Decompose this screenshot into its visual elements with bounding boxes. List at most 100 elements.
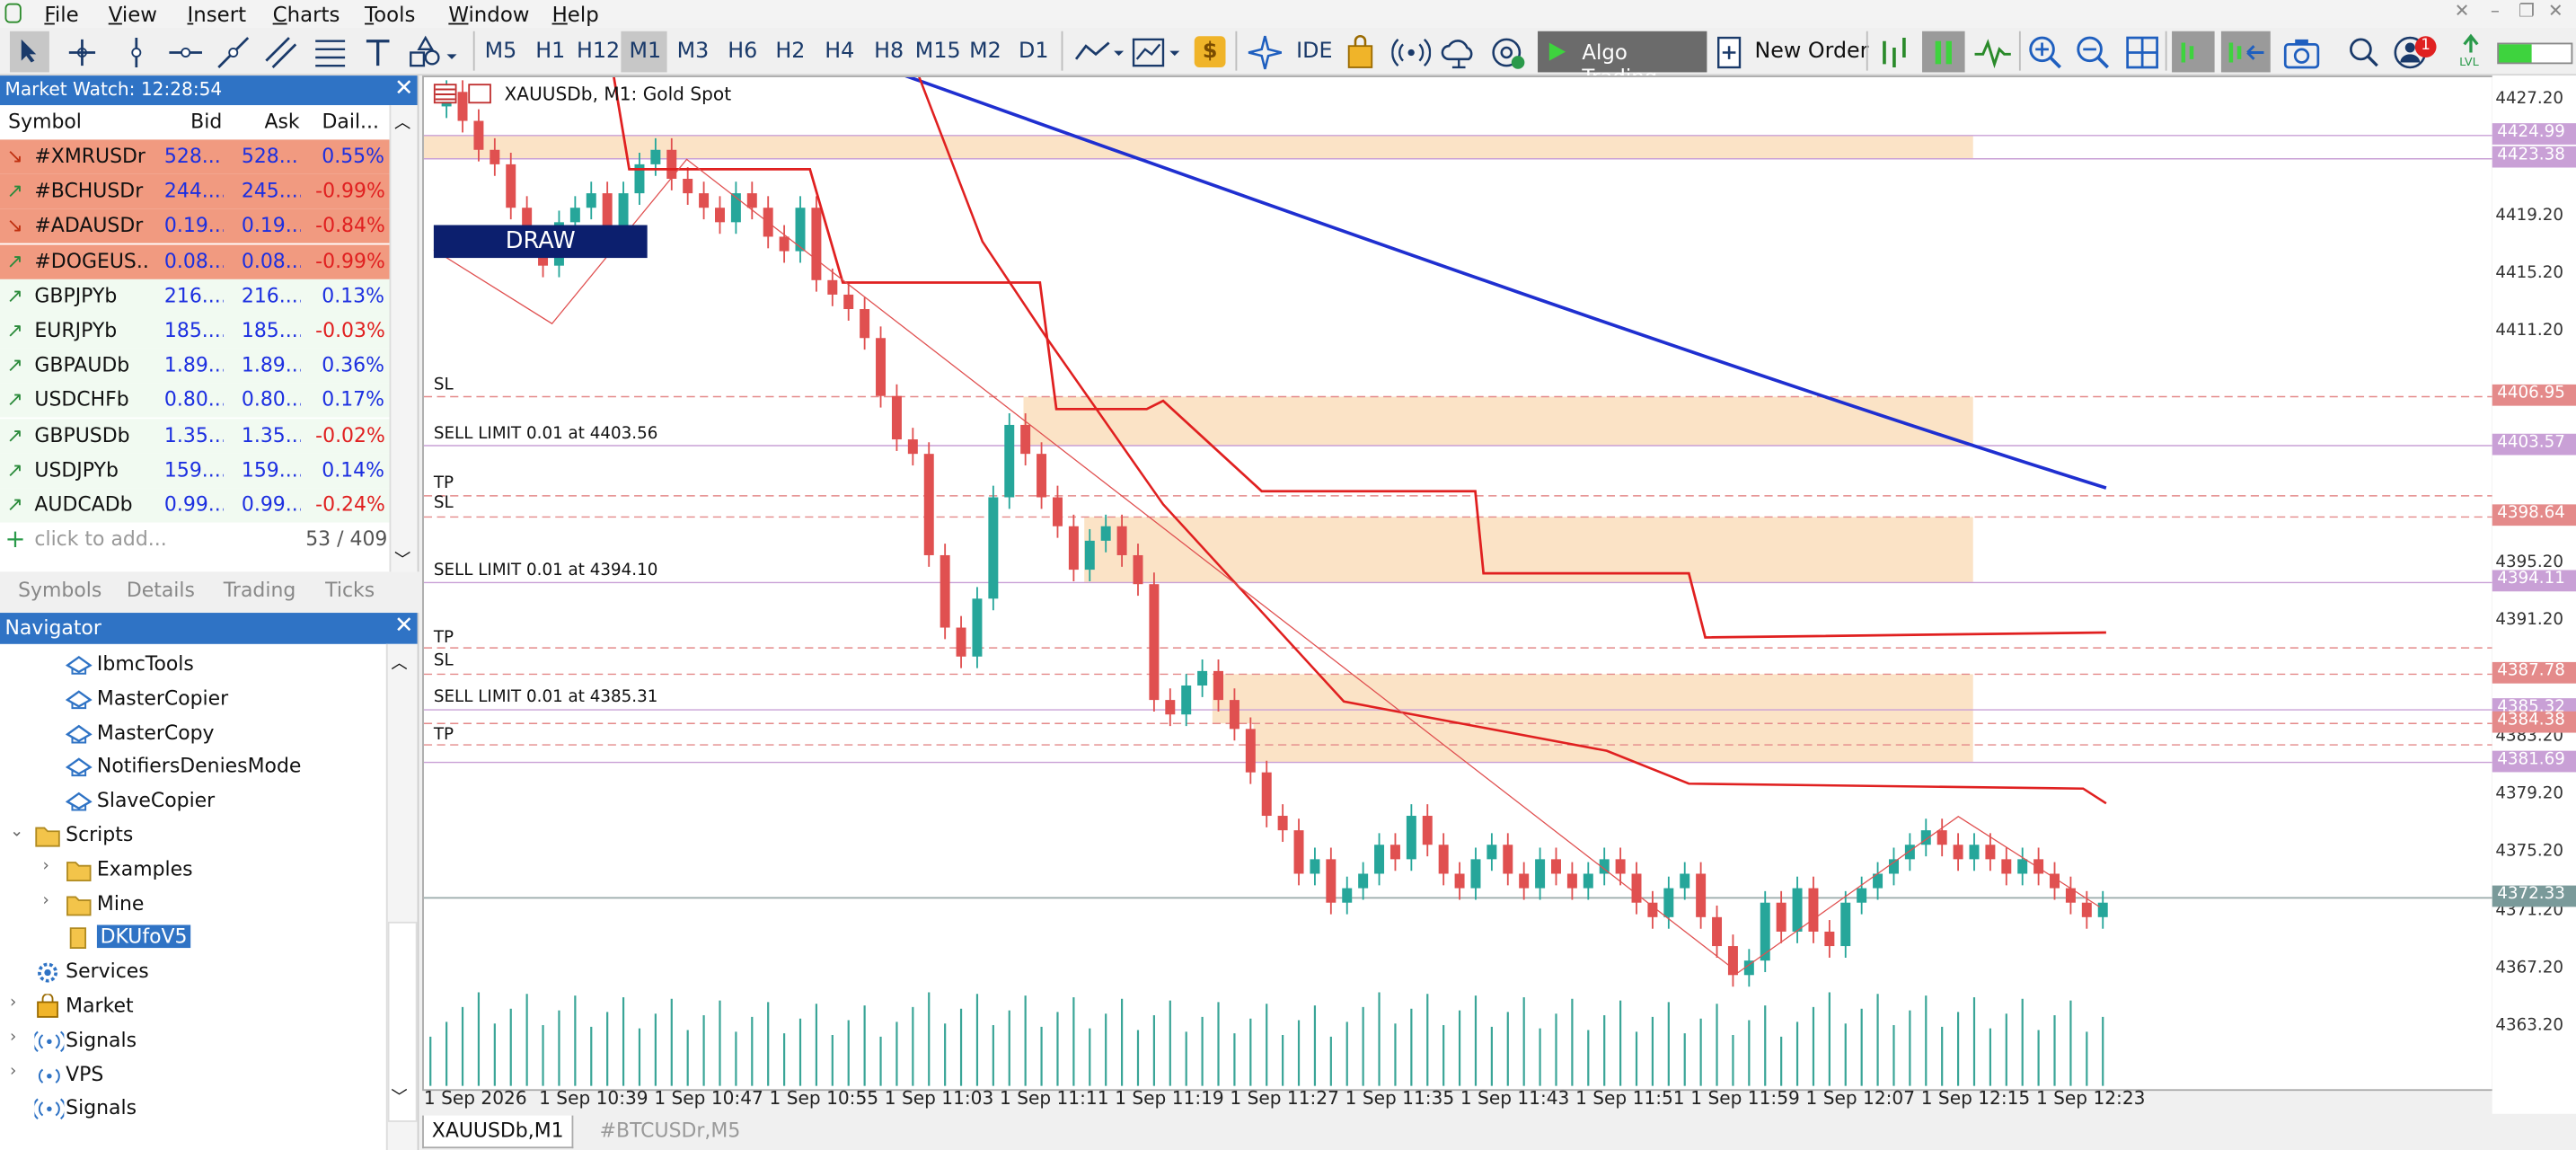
symbol-row[interactable]: ↗ GBPUSDb 1.35... 1.35... -0.02%: [0, 418, 390, 453]
menu-insert[interactable]: Insert: [187, 1, 247, 27]
chart-area[interactable]: XAUUSDb, M1: Gold Spot DRAW SL SELL LIMIT…: [422, 75, 2494, 1092]
notification-badge[interactable]: 1: [2414, 36, 2437, 58]
navigator-item[interactable]: ⌄ Scripts: [0, 819, 384, 853]
shapes-icon[interactable]: [408, 34, 461, 70]
level-icon[interactable]: [2456, 33, 2485, 73]
menu-charts[interactable]: Charts: [272, 1, 340, 27]
tile-windows-icon[interactable]: [2124, 34, 2160, 70]
chart-menu-icon[interactable]: [433, 84, 457, 104]
symbol-row[interactable]: ↘ #ADAUSDr 0.19... 0.19... -0.84%: [0, 208, 390, 244]
timeframe-m15[interactable]: M15: [914, 39, 961, 65]
trendline-icon[interactable]: [216, 34, 251, 70]
navigator-item[interactable]: Services: [0, 957, 384, 990]
column-bid[interactable]: Bid: [190, 110, 223, 134]
menu-file[interactable]: File: [44, 1, 79, 27]
indicators-icon[interactable]: [1130, 34, 1183, 70]
menu-view[interactable]: View: [108, 1, 157, 27]
order-label[interactable]: SELL LIMIT 0.01 at 4385.31: [433, 688, 658, 707]
depth-of-market-icon[interactable]: [1876, 34, 1912, 70]
menu-help[interactable]: Help: [551, 1, 599, 27]
timeframe-h12[interactable]: H12: [577, 39, 621, 65]
add-symbol-icon[interactable]: +: [4, 524, 26, 554]
navigator-item[interactable]: Signals: [0, 1093, 384, 1127]
order-label[interactable]: SL: [433, 376, 454, 394]
order-label[interactable]: SELL LIMIT 0.01 at 4394.10: [433, 562, 658, 580]
timeframe-m5[interactable]: M5: [484, 39, 517, 65]
navigator-item[interactable]: MasterCopier: [0, 683, 384, 716]
timeframe-h1[interactable]: H1: [535, 39, 566, 65]
symbol-row[interactable]: ↗ AUDCADb 0.99... 0.99... -0.24%: [0, 488, 390, 523]
new-order-icon[interactable]: [1716, 34, 1745, 70]
tab-trading[interactable]: Trading: [223, 578, 296, 602]
pin-icon[interactable]: ✕: [2454, 0, 2470, 22]
scroll-down-icon[interactable]: ﹀: [391, 1089, 408, 1108]
navigator-item[interactable]: › Market: [0, 991, 384, 1024]
menu-tools[interactable]: Tools: [365, 1, 416, 27]
signals-icon[interactable]: [1391, 34, 1432, 70]
dollar-icon[interactable]: $: [1194, 36, 1226, 67]
ai-sparkle-icon[interactable]: [1245, 33, 1284, 73]
pause-button[interactable]: [1922, 31, 1965, 73]
symbol-row[interactable]: ↗ GBPAUDb 1.89... 1.89... 0.36%: [0, 348, 390, 384]
timeframe-h4[interactable]: H4: [825, 39, 855, 65]
chart-window-icon[interactable]: [468, 84, 491, 104]
close-icon[interactable]: ✕: [2547, 0, 2563, 22]
timeframe-d1[interactable]: D1: [1019, 39, 1049, 65]
order-label[interactable]: TP: [433, 726, 454, 745]
navigator-item[interactable]: MasterCopy: [0, 717, 384, 750]
navigator-item[interactable]: DKUfoV5: [0, 923, 384, 956]
fibonacci-icon[interactable]: [313, 36, 348, 69]
navigator-item[interactable]: › Examples: [0, 854, 384, 887]
timeframe-m2[interactable]: M2: [969, 39, 1001, 65]
timeframe-h8[interactable]: H8: [874, 39, 904, 65]
expand-closed-icon[interactable]: ›: [42, 857, 49, 876]
tab-ticks[interactable]: Ticks: [325, 578, 375, 602]
chart-tab-xauusd[interactable]: XAUUSDb,M1: [422, 1115, 574, 1149]
market-bag-icon[interactable]: [1344, 34, 1377, 70]
close-icon[interactable]: ✕: [393, 75, 414, 102]
horizontal-line-icon[interactable]: [168, 36, 204, 69]
order-label[interactable]: TP: [433, 629, 454, 648]
channel-icon[interactable]: [263, 34, 299, 70]
price-chart[interactable]: [423, 76, 2492, 1089]
text-tool-icon[interactable]: [363, 36, 393, 69]
navigator-item[interactable]: › VPS: [0, 1059, 384, 1092]
expand-closed-icon[interactable]: ›: [42, 891, 49, 910]
price-axis[interactable]: [2492, 75, 2576, 1114]
navigator-item[interactable]: SlaveCopier: [0, 785, 384, 818]
close-icon[interactable]: ✕: [393, 613, 414, 640]
symbol-row[interactable]: ↗ GBPJPYb 216.... 216.... 0.13%: [0, 279, 390, 314]
scroll-up-icon[interactable]: ︿: [393, 114, 411, 134]
expand-closed-icon[interactable]: ›: [9, 1028, 17, 1047]
vertical-line-icon[interactable]: [125, 36, 148, 69]
symbol-row[interactable]: ↗ EURJPYb 185.... 185.... -0.03%: [0, 314, 390, 349]
order-label[interactable]: SELL LIMIT 0.01 at 4403.56: [433, 425, 658, 444]
restore-icon[interactable]: ❐: [2518, 0, 2536, 22]
search-icon[interactable]: [2348, 36, 2381, 69]
minimize-icon[interactable]: –: [2490, 0, 2500, 22]
timeframe-m3[interactable]: M3: [676, 39, 710, 65]
algo-trading-button[interactable]: Algo Trading: [1538, 31, 1707, 89]
tab-details[interactable]: Details: [126, 578, 195, 602]
community-icon[interactable]: [1488, 34, 1528, 70]
navigator-item[interactable]: IbmcTools: [0, 649, 384, 682]
expand-closed-icon[interactable]: ›: [9, 1062, 17, 1081]
navigator-item[interactable]: › Signals: [0, 1025, 384, 1058]
scroll-thumb[interactable]: [387, 921, 418, 1122]
timeframe-h2[interactable]: H2: [775, 39, 806, 65]
menu-window[interactable]: Window: [448, 1, 530, 27]
tab-symbols[interactable]: Symbols: [18, 578, 102, 602]
order-label[interactable]: SL: [433, 651, 454, 671]
column-symbol[interactable]: Symbol: [8, 110, 82, 134]
new-order-button[interactable]: New Order: [1754, 39, 1869, 65]
chart-type-icon[interactable]: [1072, 36, 1125, 69]
navigator-item[interactable]: NotifiersDeniesMode: [0, 751, 384, 784]
chart-tab-btcusd[interactable]: #BTCUSDr,M5: [599, 1119, 741, 1142]
symbol-row[interactable]: ↘ #XMRUSDr 528... 528... 0.55%: [0, 139, 390, 174]
navigator-item[interactable]: › Mine: [0, 889, 384, 922]
symbol-row[interactable]: ↗ USDCHFb 0.80... 0.80... 0.17%: [0, 383, 390, 419]
scroll-down-icon[interactable]: ﹀: [393, 552, 411, 571]
account-icon[interactable]: [2394, 34, 2430, 70]
symbol-row[interactable]: ↗ #BCHUSDr 244.... 245.... -0.99%: [0, 174, 390, 209]
zoom-out-icon[interactable]: [2075, 34, 2111, 70]
